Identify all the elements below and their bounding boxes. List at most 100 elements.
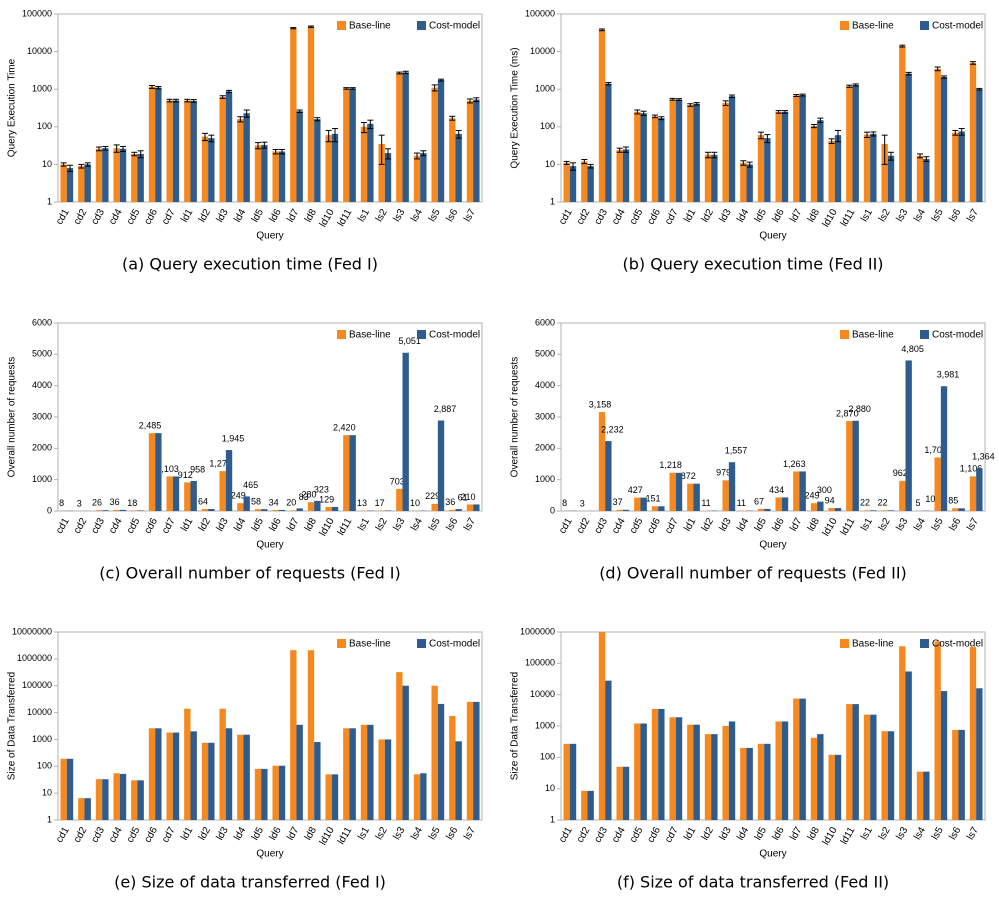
value-label: 2,420 bbox=[333, 423, 356, 433]
bar bbox=[102, 148, 108, 202]
x-tick-label: ls4 bbox=[912, 207, 928, 224]
bar bbox=[85, 798, 91, 820]
bar bbox=[325, 135, 331, 202]
x-tick-label: ld4 bbox=[232, 207, 248, 224]
caption: (a) Query execution time (Fed I) bbox=[122, 255, 378, 274]
x-tick-label: ls2 bbox=[877, 825, 893, 842]
bar bbox=[747, 164, 753, 202]
bar bbox=[85, 164, 91, 202]
bar bbox=[226, 91, 232, 202]
x-tick-label: cd6 bbox=[142, 825, 160, 845]
bar bbox=[581, 791, 587, 820]
bar bbox=[817, 502, 823, 511]
value-label: 20 bbox=[286, 498, 296, 508]
bar bbox=[96, 779, 102, 820]
bar bbox=[138, 154, 144, 202]
value-label: 3 bbox=[580, 498, 585, 508]
bar bbox=[835, 755, 841, 820]
legend-swatch bbox=[417, 21, 426, 30]
bar bbox=[941, 77, 947, 202]
bar bbox=[361, 127, 367, 202]
x-tick-label: ls7 bbox=[462, 516, 478, 533]
x-tick-label: cd7 bbox=[160, 825, 178, 845]
bar bbox=[740, 748, 746, 820]
bar bbox=[941, 386, 947, 511]
bar bbox=[184, 709, 190, 820]
bar bbox=[764, 138, 770, 202]
bar bbox=[237, 503, 243, 511]
x-tick-label: ld11 bbox=[839, 516, 858, 538]
bar bbox=[694, 104, 700, 202]
x-tick-label: cd7 bbox=[663, 825, 681, 845]
x-tick-label: ld10 bbox=[821, 825, 840, 847]
bar bbox=[711, 734, 717, 820]
bar bbox=[173, 101, 179, 202]
x-tick-label: cd6 bbox=[645, 516, 663, 536]
y-tick-label: 1000 bbox=[32, 734, 52, 744]
bar bbox=[396, 489, 402, 511]
bar bbox=[729, 462, 735, 511]
y-tick-label: 100000 bbox=[525, 8, 555, 18]
bar bbox=[899, 481, 905, 511]
legend-label: Cost-model bbox=[932, 21, 983, 32]
x-tick-label: ld5 bbox=[753, 207, 769, 224]
x-tick-label: ls3 bbox=[894, 516, 910, 533]
bar bbox=[438, 80, 444, 202]
bar bbox=[570, 166, 576, 202]
legend-swatch bbox=[417, 639, 426, 648]
bar bbox=[131, 510, 137, 511]
bar bbox=[120, 510, 126, 511]
x-tick-label: ld8 bbox=[806, 207, 822, 224]
x-tick-label: cd3 bbox=[89, 207, 107, 227]
bar bbox=[641, 113, 647, 202]
bar bbox=[899, 646, 905, 820]
bar bbox=[131, 154, 137, 202]
x-tick-label: ld10 bbox=[318, 207, 337, 229]
bar bbox=[102, 510, 108, 511]
x-tick-label: cd3 bbox=[592, 207, 610, 227]
bar bbox=[864, 135, 870, 202]
x-tick-label: cd1 bbox=[557, 207, 575, 227]
bar bbox=[343, 435, 349, 511]
bar bbox=[403, 353, 409, 511]
bar bbox=[899, 46, 905, 202]
legend-label: Cost-model bbox=[429, 21, 480, 32]
caption: (b) Query execution time (Fed II) bbox=[622, 255, 883, 274]
bar bbox=[261, 145, 267, 202]
bar bbox=[184, 101, 190, 202]
x-tick-label: ld4 bbox=[735, 207, 751, 224]
bar bbox=[297, 508, 303, 511]
bar bbox=[385, 510, 391, 511]
y-tick-label: 100000 bbox=[525, 658, 555, 668]
bar bbox=[687, 484, 693, 511]
x-tick-label: ld3 bbox=[215, 516, 231, 533]
x-tick-label: cd2 bbox=[575, 516, 593, 536]
x-tick-label: cd5 bbox=[125, 825, 143, 845]
bar bbox=[149, 87, 155, 202]
legend-label: Base-line bbox=[349, 330, 391, 341]
x-tick-label: ld1 bbox=[682, 516, 698, 533]
bar bbox=[634, 498, 640, 511]
bar bbox=[449, 510, 455, 511]
x-tick-label: ls6 bbox=[947, 516, 963, 533]
bar bbox=[563, 744, 569, 820]
y-tick-label: 2000 bbox=[32, 443, 52, 453]
value-label: 1,263 bbox=[783, 459, 806, 469]
bar bbox=[811, 126, 817, 202]
legend-label: Base-line bbox=[852, 21, 894, 32]
x-tick-label: ls4 bbox=[409, 825, 425, 842]
bar bbox=[581, 161, 587, 202]
bar bbox=[166, 101, 172, 202]
x-tick-label: ld5 bbox=[250, 516, 266, 533]
x-tick-label: ld6 bbox=[268, 825, 284, 842]
bar bbox=[67, 168, 73, 202]
y-tick-label: 10 bbox=[42, 788, 52, 798]
bar bbox=[113, 148, 119, 202]
value-label: 300 bbox=[817, 485, 832, 495]
bar bbox=[473, 702, 479, 820]
bar bbox=[155, 433, 161, 511]
value-label: 11 bbox=[737, 498, 746, 508]
bar bbox=[396, 73, 402, 202]
y-axis-label: Query Execution Time (ms) bbox=[510, 47, 521, 168]
x-tick-label: cd4 bbox=[107, 825, 125, 845]
